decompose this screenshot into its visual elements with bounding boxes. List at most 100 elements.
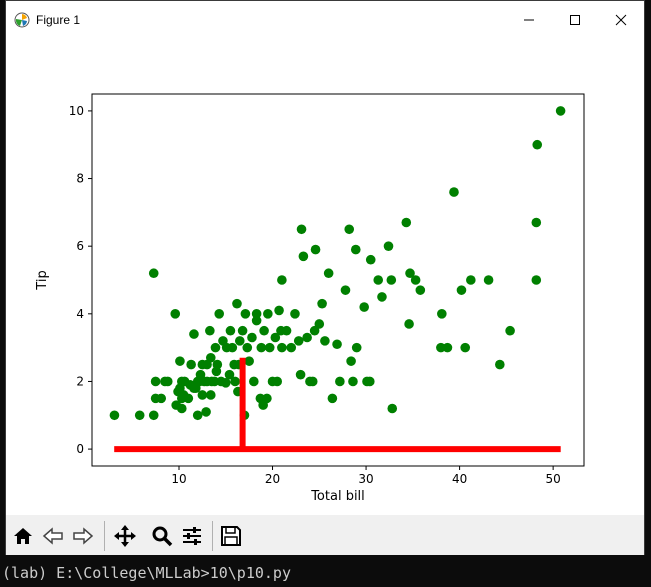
data-point bbox=[263, 309, 273, 319]
terminal-edge bbox=[645, 0, 651, 587]
data-point bbox=[466, 275, 476, 285]
data-point bbox=[272, 376, 283, 387]
data-point bbox=[281, 325, 292, 336]
home-button[interactable] bbox=[8, 521, 38, 551]
data-point bbox=[383, 241, 394, 251]
data-point bbox=[277, 275, 287, 285]
data-point bbox=[270, 332, 281, 343]
data-point bbox=[240, 309, 251, 319]
data-point bbox=[189, 329, 199, 339]
data-point bbox=[495, 359, 505, 370]
minimize-icon bbox=[524, 19, 534, 21]
data-point bbox=[293, 336, 304, 346]
data-point bbox=[323, 268, 334, 279]
forward-icon bbox=[73, 527, 94, 545]
data-point bbox=[296, 224, 307, 235]
data-point bbox=[170, 309, 181, 319]
data-point bbox=[320, 336, 330, 346]
data-point bbox=[251, 315, 262, 326]
data-point bbox=[348, 376, 358, 387]
data-point bbox=[365, 254, 376, 265]
configure-subplots-button[interactable] bbox=[177, 521, 207, 551]
series-line bbox=[114, 357, 561, 453]
data-point bbox=[340, 285, 351, 295]
data-point bbox=[405, 268, 415, 279]
maximize-button[interactable] bbox=[552, 1, 598, 39]
data-point bbox=[531, 217, 542, 228]
configure-subplots-icon bbox=[183, 527, 201, 545]
minimize-button[interactable] bbox=[506, 1, 552, 39]
home-icon bbox=[14, 528, 32, 544]
data-point bbox=[214, 309, 225, 319]
title-bar: Figure 1 bbox=[6, 1, 644, 39]
data-point bbox=[456, 285, 467, 295]
y-tick-label: 10 bbox=[69, 104, 84, 118]
forward-button[interactable] bbox=[68, 521, 98, 551]
data-point bbox=[532, 139, 543, 150]
data-point bbox=[150, 376, 161, 387]
data-point bbox=[401, 217, 412, 228]
data-point bbox=[247, 332, 257, 343]
data-point bbox=[192, 410, 203, 421]
data-point bbox=[437, 309, 447, 319]
navigation-toolbar bbox=[6, 515, 644, 555]
data-point bbox=[531, 275, 542, 285]
y-tick-label: 4 bbox=[76, 307, 84, 321]
data-point bbox=[387, 403, 398, 414]
data-point bbox=[259, 325, 269, 336]
data-point bbox=[460, 342, 471, 353]
data-point bbox=[227, 342, 238, 353]
data-point bbox=[205, 390, 216, 400]
back-button[interactable] bbox=[38, 521, 68, 551]
zoom-button[interactable] bbox=[147, 521, 177, 551]
close-button[interactable] bbox=[598, 1, 644, 39]
data-point bbox=[365, 376, 375, 387]
data-point bbox=[350, 244, 361, 255]
data-point bbox=[249, 376, 259, 387]
y-tick-label: 0 bbox=[76, 442, 84, 456]
data-point bbox=[232, 298, 242, 309]
data-point bbox=[346, 356, 356, 366]
toolbar-separator bbox=[104, 521, 105, 551]
y-axis-label: Tip bbox=[35, 270, 50, 290]
data-point bbox=[351, 342, 362, 353]
data-point bbox=[404, 319, 414, 329]
maximize-icon bbox=[570, 15, 580, 25]
data-point bbox=[483, 275, 494, 285]
plot-area[interactable]: 10 20 30 40 50 0 2 4 6 8 10 Total bill Tip bbox=[6, 39, 644, 515]
save-button[interactable] bbox=[216, 521, 246, 551]
terminal-prompt: (lab) E:\College\MLLab>10\p10.py bbox=[2, 564, 291, 582]
y-tick-label: 2 bbox=[76, 374, 84, 388]
x-tick-label: 40 bbox=[452, 472, 467, 486]
data-point bbox=[264, 342, 275, 353]
close-icon bbox=[615, 14, 627, 26]
data-point bbox=[317, 298, 327, 309]
data-point bbox=[148, 268, 159, 279]
x-tick-label: 50 bbox=[545, 472, 560, 486]
data-point bbox=[327, 393, 338, 404]
data-point bbox=[210, 342, 221, 353]
zoom-icon bbox=[152, 526, 173, 547]
data-point bbox=[225, 325, 236, 336]
data-point bbox=[415, 285, 426, 295]
data-point bbox=[183, 393, 194, 404]
data-point bbox=[234, 336, 245, 346]
data-point bbox=[237, 325, 248, 336]
window-title: Figure 1 bbox=[36, 13, 81, 27]
data-point bbox=[277, 342, 287, 353]
data-point bbox=[298, 251, 309, 262]
x-tick-label: 20 bbox=[265, 472, 280, 486]
data-point bbox=[256, 342, 267, 353]
pan-button[interactable] bbox=[110, 521, 140, 551]
data-point bbox=[286, 342, 297, 353]
data-point bbox=[309, 325, 320, 336]
data-point bbox=[359, 302, 369, 312]
data-point bbox=[386, 275, 397, 285]
data-point bbox=[555, 106, 566, 116]
data-point bbox=[176, 403, 187, 414]
data-point bbox=[224, 369, 235, 380]
data-point bbox=[205, 352, 216, 363]
data-point bbox=[274, 305, 284, 316]
data-point bbox=[197, 390, 208, 400]
data-point bbox=[314, 319, 325, 329]
